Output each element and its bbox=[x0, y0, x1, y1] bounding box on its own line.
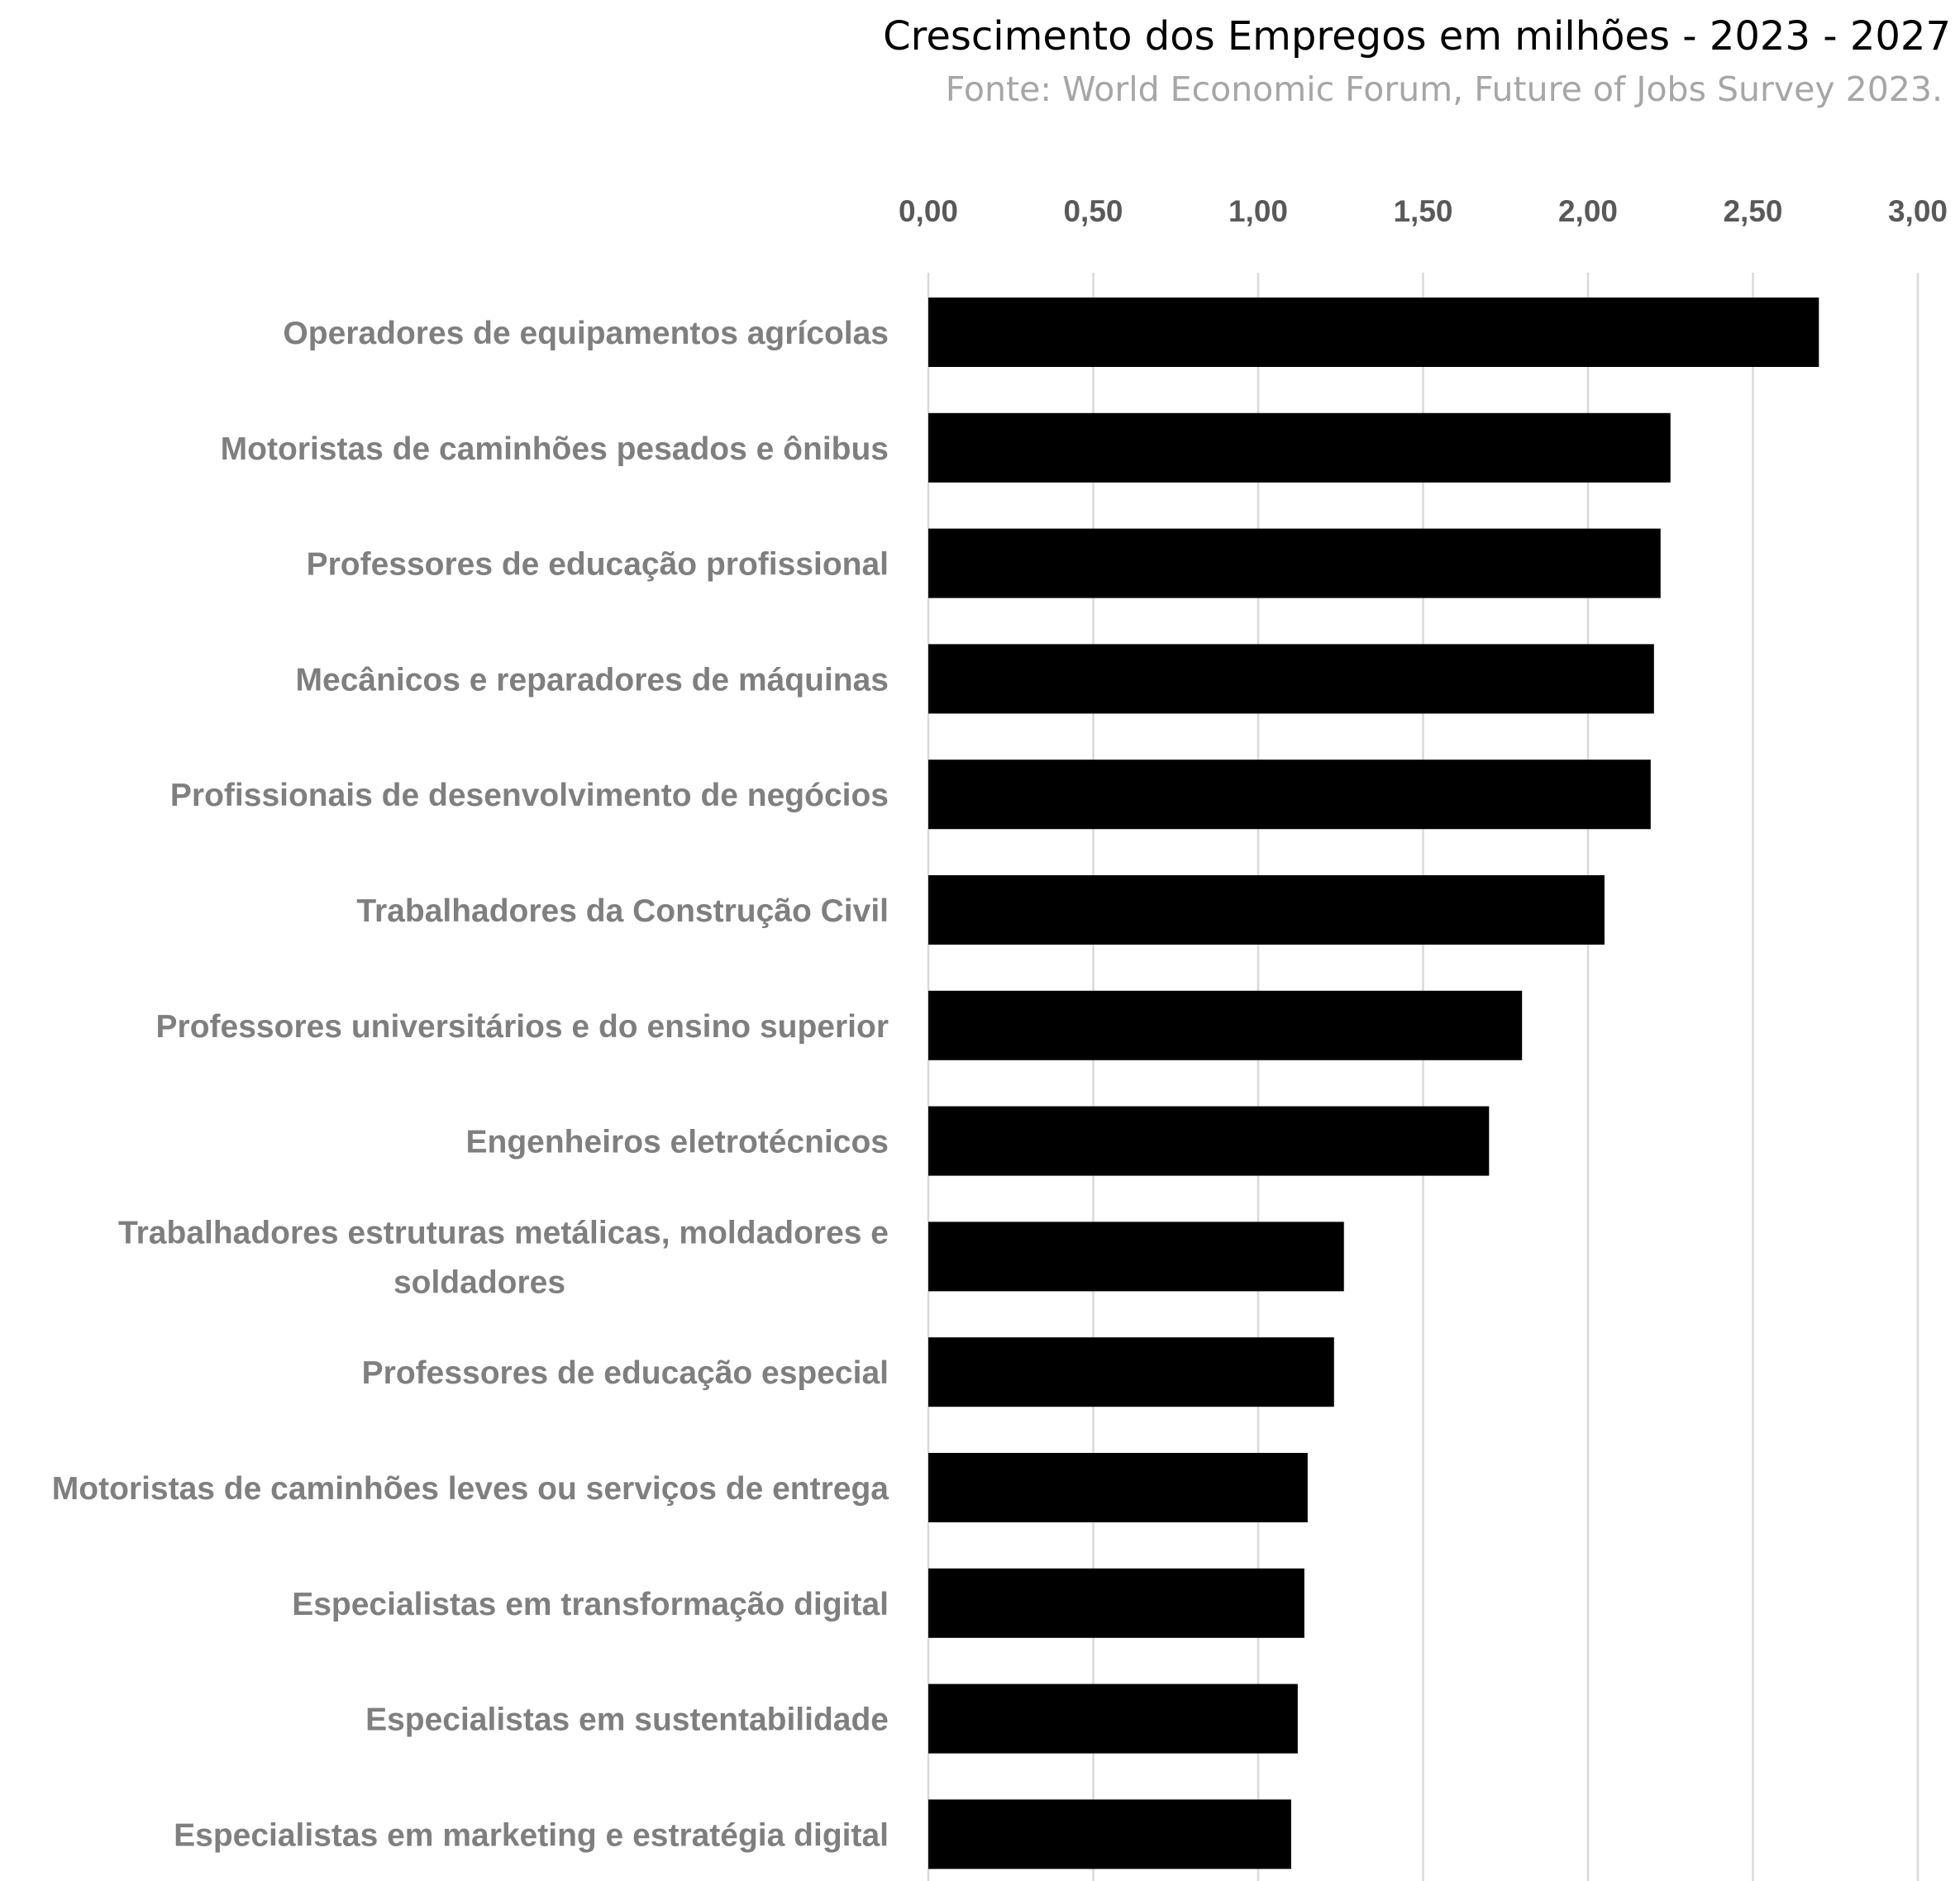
bar bbox=[928, 412, 1671, 483]
category-label: Profissionais de desenvolvimento de negó… bbox=[170, 778, 889, 813]
bar bbox=[928, 1337, 1334, 1407]
category-label: Operadores de equipamentos agrícolas bbox=[283, 316, 889, 351]
category-label: Engenheiros eletrotécnicos bbox=[466, 1125, 889, 1160]
category-label: Motoristas de caminhões leves ou serviço… bbox=[52, 1471, 889, 1507]
category-label: Especialistas em marketing e estratégia … bbox=[174, 1817, 889, 1853]
chart-subtitle: Fonte: World Economic Forum, Future of J… bbox=[946, 69, 1943, 109]
x-axis-ticks: 0,00 0,50 1,00 1,50 2,00 2,50 3,00 bbox=[899, 194, 1948, 228]
bar bbox=[928, 990, 1523, 1060]
bar bbox=[928, 528, 1661, 598]
category-label: Trabalhadores da Construção Civil bbox=[356, 893, 889, 929]
category-label: soldadores bbox=[393, 1264, 565, 1300]
bar bbox=[928, 1799, 1291, 1869]
bar bbox=[928, 1453, 1308, 1522]
x-tick-label: 0,00 bbox=[899, 194, 958, 228]
x-tick-label: 1,00 bbox=[1228, 194, 1288, 228]
bar bbox=[928, 1221, 1344, 1292]
category-label: Professores de educação profissional bbox=[307, 547, 889, 583]
category-labels: Operadores de equipamentos agrícolas Moto… bbox=[52, 316, 889, 1853]
category-label: Especialistas em transformação digital bbox=[292, 1587, 889, 1622]
bar bbox=[928, 1106, 1490, 1176]
x-tick-label: 3,00 bbox=[1888, 194, 1948, 228]
bar bbox=[928, 644, 1654, 714]
category-label: Mecânicos e reparadores de máquinas bbox=[296, 662, 889, 698]
bar bbox=[928, 298, 1819, 367]
category-label: Especialistas em sustentabilidade bbox=[365, 1702, 889, 1738]
chart-title: Crescimento dos Empregos em milhões - 20… bbox=[883, 13, 1951, 60]
gridlines bbox=[927, 273, 1919, 1881]
category-label: Professores de educação especial bbox=[362, 1355, 889, 1391]
bar bbox=[928, 1683, 1298, 1754]
x-tick-label: 2,50 bbox=[1723, 194, 1782, 228]
category-label: Motoristas de caminhões pesados e ônibus bbox=[221, 431, 889, 467]
bars bbox=[928, 298, 1819, 1869]
x-tick-label: 2,00 bbox=[1558, 194, 1618, 228]
bar bbox=[928, 875, 1605, 945]
bar bbox=[928, 1568, 1304, 1638]
x-tick-label: 0,50 bbox=[1063, 194, 1123, 228]
bar bbox=[928, 760, 1651, 830]
x-tick-label: 1,50 bbox=[1393, 194, 1452, 228]
category-label: Trabalhadores estruturas metálicas, mold… bbox=[118, 1215, 889, 1250]
category-label: Professores universitários e do ensino s… bbox=[156, 1009, 889, 1045]
